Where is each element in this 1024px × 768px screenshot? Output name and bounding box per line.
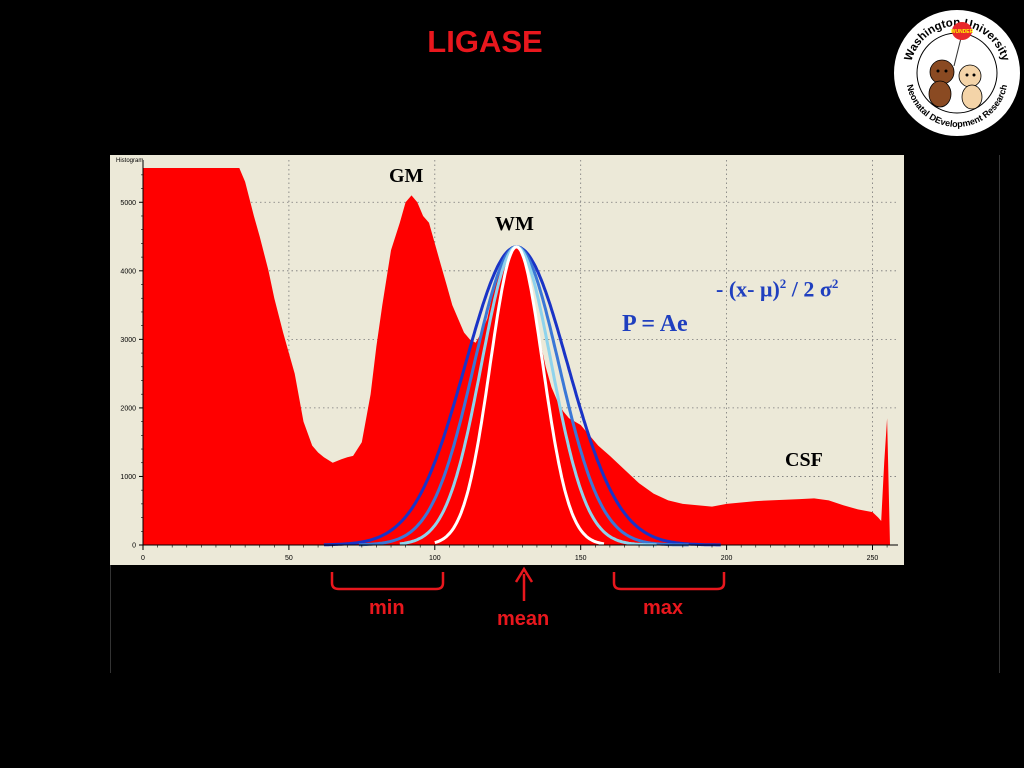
exponent-paren: )	[772, 276, 780, 302]
min-label: min	[369, 597, 405, 619]
x-tick-label: 150	[575, 555, 587, 562]
gaussian-curve-4	[434, 245, 605, 546]
mean-label: mean	[497, 608, 550, 630]
washington-university-seal: Washington University Neonatal DEvelopme…	[892, 8, 1022, 138]
y-tick-label: 2000	[120, 405, 136, 412]
sigma-symbol: σ	[819, 276, 832, 302]
exponent-divisor: / 2	[786, 276, 820, 302]
chart-title: Histogram	[116, 158, 143, 164]
equation-exponent: - (x- μ)2 / 2 σ2	[716, 276, 838, 302]
csf-label: CSF	[785, 449, 823, 471]
x-tick-label: 250	[867, 555, 879, 562]
histogram-area	[143, 168, 890, 545]
mean-arrow-icon	[514, 566, 534, 583]
equation-lhs: P = Ae	[622, 311, 688, 337]
y-tick-label: 4000	[120, 268, 136, 275]
balloon-badge: WUNDER	[951, 29, 974, 35]
max-label: max	[643, 597, 684, 619]
x-tick-label: 200	[721, 555, 733, 562]
y-tick-label: 3000	[120, 337, 136, 344]
max-bracket	[612, 572, 726, 591]
min-bracket	[330, 572, 445, 591]
gaussian-curve-3	[399, 245, 657, 547]
exponent-prefix: - (x-	[716, 276, 760, 302]
y-tick-label: 1000	[120, 474, 136, 481]
y-tick-label: 5000	[120, 200, 136, 207]
y-tick-label: 0	[132, 543, 136, 550]
exponent-square-1: 2	[779, 276, 787, 291]
x-tick-label: 50	[285, 555, 293, 562]
wm-label: WM	[495, 213, 534, 235]
gm-label: GM	[389, 165, 424, 187]
exponent-square-2: 2	[831, 276, 839, 291]
balloon-icon	[952, 22, 972, 40]
mu-symbol: μ	[759, 276, 773, 302]
slide-title: LIGASE	[427, 24, 543, 59]
x-tick-label: 100	[429, 555, 441, 562]
x-tick-label: 0	[141, 555, 145, 562]
babies-illustration: WUNDER	[928, 22, 983, 110]
